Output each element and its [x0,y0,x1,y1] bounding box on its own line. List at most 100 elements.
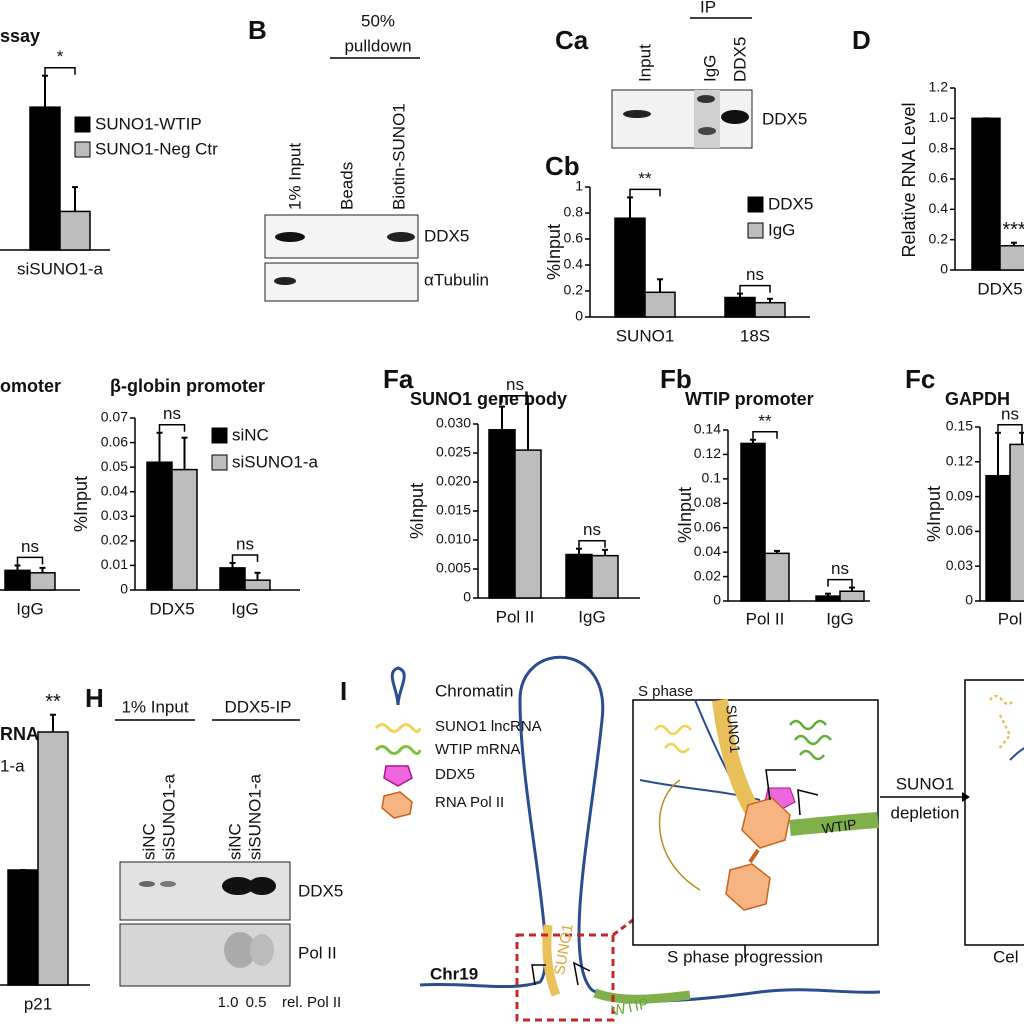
bar [59,210,91,251]
x-tick-label: 18S [740,326,770,345]
y-tick-label: 0.4 [564,256,584,272]
y-tick-label: 0.06 [694,518,721,534]
y-tick-label: 0.12 [946,453,973,469]
y-tick-label: 0.09 [946,487,973,503]
legend-label: DDX5 [768,194,813,213]
y-tick-label: 0.03 [946,557,973,573]
bar [171,468,198,591]
chromatin [419,655,881,1003]
y-tick-label: 1 [575,178,583,194]
bar [488,429,516,599]
y-tick-label: 0.08 [694,494,721,510]
band [160,881,176,887]
y-tick-label: 0.04 [101,482,128,498]
x-tick-label: SUNO1 [616,326,675,345]
right-lncrna [989,694,1015,751]
y-axis-label: %Input [544,224,564,280]
significance: ns [21,537,39,556]
panel-label: Cb [545,151,580,181]
band [248,877,276,895]
bar [740,442,766,602]
y-tick-label: 0.04 [694,543,721,559]
legend-polii [381,791,413,819]
bar [29,106,61,251]
chart-title: WTIP promoter [685,389,814,409]
legend-swatch [211,454,228,471]
y-tick-label: 0.6 [929,170,949,186]
x-tick-label: p21 [24,994,52,1013]
significance: ns [831,559,849,578]
legend-swatch [74,116,91,133]
legend-ddx5 [383,765,413,787]
panel-label: Fc [905,364,935,394]
panel-label: I [340,676,347,706]
row-label: DDX5 [424,226,469,245]
x-tick-label: IgG [826,609,853,628]
significance-bracket [501,394,529,403]
significance: ns [583,520,601,539]
y-tick-label: 0 [575,308,583,324]
significance: * [57,47,64,66]
y-tick-label: 0 [965,592,973,608]
band [275,232,305,242]
panel-label: Ca [555,25,589,55]
y-tick-label: 1.2 [929,79,949,95]
significance-bracket [16,556,44,565]
box-suno1 [712,699,760,814]
y-tick-label: 0.8 [929,139,949,155]
band [224,932,256,968]
y-axis-label: %Input [407,483,427,539]
panel-label: D [852,25,871,55]
legend-text: WTIP mRNA [435,741,521,758]
zoom-link [612,918,634,937]
chromosome: Chr19 [430,964,478,983]
significance: ns [746,265,764,284]
lane-label: 1% Input [285,143,304,210]
legend-swatch [747,222,764,239]
panel-label: Fa [383,364,414,394]
y-tick-label: 0.01 [101,556,128,572]
y-axis-label: Relative RNA Level [899,102,919,257]
y-tick-label: 0.03 [101,507,128,523]
y-axis-label: %Input [71,476,91,532]
chart-title: RNA [0,724,39,744]
outcome: S phase progression [667,947,823,966]
y-tick-label: 0 [713,592,721,608]
lane-label: Biotin-SUNO1 [389,103,408,210]
bar [29,572,56,591]
legend-lncrna [374,723,422,733]
band [721,110,749,124]
band [139,881,155,887]
y-tick-label: 0.05 [101,458,128,474]
row-label: Pol II [298,943,337,962]
y-tick-label: 1.0 [929,109,949,125]
significance-bracket [158,423,186,432]
zoom-gene: SUNO1 [551,923,577,977]
box-title: S phase [638,683,693,700]
y-tick-label: 0.02 [694,567,721,583]
arrow-label: depletion [890,803,959,822]
suno1-gene [542,924,561,997]
significance-bracket [997,424,1023,432]
significance: ** [638,169,652,188]
x-tick-label: Pol II [746,609,785,628]
band [274,277,296,285]
quant-label: rel. Pol II [282,994,341,1011]
bar [7,869,39,986]
y-tick-label: 0.4 [929,200,949,216]
x-tick-label: DDX5 [977,279,1022,298]
lane-label: siNC [225,823,244,860]
legend-swatch [211,427,228,444]
bar [614,217,646,318]
legend-label: SUNO1-Neg Ctr [95,139,218,158]
legend-label: siSUNO1-a [232,452,319,471]
legend-chromatin [390,666,406,706]
bar [724,296,756,318]
x-tick-label: siSUNO1-a [17,259,104,278]
significance: ns [163,404,181,423]
lane-label: IgG [700,55,719,82]
band [697,95,715,103]
bar [514,449,542,599]
y-tick-label: 0.030 [436,415,471,431]
legend-mrna [374,745,422,755]
